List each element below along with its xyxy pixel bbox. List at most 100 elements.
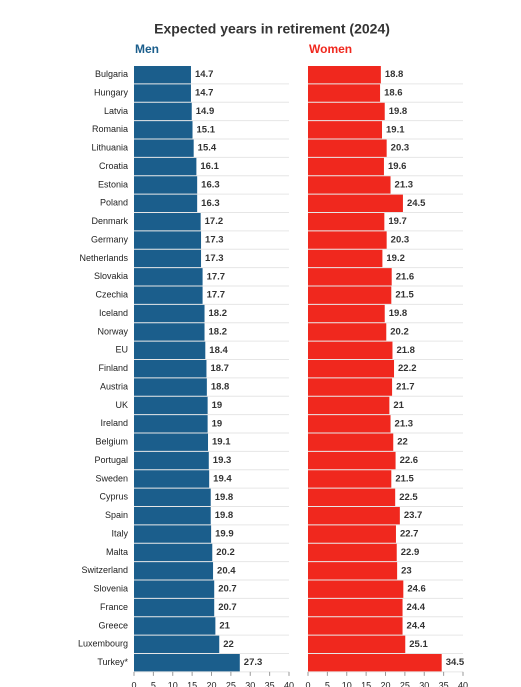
bar <box>134 562 214 580</box>
y-tick-label: Turkey* <box>97 657 128 667</box>
bar <box>308 323 387 341</box>
value-label: 23.7 <box>404 510 423 521</box>
bar <box>134 433 209 451</box>
x-tick-label: 40 <box>284 680 294 687</box>
bar <box>134 231 202 249</box>
y-tick-label: France <box>100 602 128 612</box>
bar <box>308 470 392 488</box>
bar <box>134 139 194 157</box>
bar <box>308 598 403 617</box>
bar <box>308 304 385 323</box>
x-tick-label: 5 <box>151 680 156 687</box>
bar <box>308 157 384 176</box>
y-tick-label: Switzerland <box>81 565 128 575</box>
bar <box>308 525 396 543</box>
y-tick-label: Denmark <box>91 216 128 226</box>
bar <box>134 598 215 617</box>
bar <box>308 249 383 268</box>
value-label: 34.5 <box>446 657 465 668</box>
bar <box>308 213 385 231</box>
bar <box>134 249 202 268</box>
bar <box>134 396 208 415</box>
value-label: 16.3 <box>201 179 220 190</box>
bar <box>134 176 198 194</box>
bar <box>308 580 404 598</box>
x-tick-label: 35 <box>439 680 449 687</box>
bar <box>308 654 442 672</box>
value-label: 21 <box>219 620 230 631</box>
y-tick-label: Luxembourg <box>78 639 128 649</box>
value-label: 20.2 <box>390 326 409 337</box>
value-label: 19.8 <box>215 492 234 503</box>
y-tick-label: Iceland <box>99 308 128 318</box>
bar <box>308 415 391 433</box>
bar <box>134 470 210 488</box>
bar <box>308 396 390 415</box>
bar <box>308 360 395 378</box>
bar <box>308 433 394 451</box>
bar <box>134 525 212 543</box>
value-label: 19.8 <box>389 308 408 319</box>
x-tick-label: 20 <box>380 680 390 687</box>
value-label: 21.7 <box>396 382 415 393</box>
y-tick-label: Romania <box>92 124 128 134</box>
value-label: 20.2 <box>216 547 235 558</box>
y-tick-label: Germany <box>91 234 129 244</box>
x-tick-label: 30 <box>419 680 429 687</box>
x-tick-label: 10 <box>168 680 178 687</box>
value-label: 18.8 <box>211 382 230 393</box>
y-tick-label: Bulgaria <box>95 69 128 79</box>
y-tick-label: Norway <box>97 326 128 336</box>
bar <box>134 415 208 433</box>
value-label: 14.9 <box>196 106 215 117</box>
bar <box>308 268 392 286</box>
value-label: 19.8 <box>389 106 408 117</box>
bar <box>134 304 205 323</box>
y-tick-label: Slovakia <box>94 271 128 281</box>
value-label: 16.3 <box>201 198 220 209</box>
panel-title: Women <box>309 42 352 56</box>
value-label: 21.3 <box>395 418 414 429</box>
y-tick-label: EU <box>115 345 128 355</box>
value-label: 18.6 <box>384 88 403 99</box>
bar <box>308 635 406 653</box>
value-label: 22.7 <box>400 529 419 540</box>
value-label: 15.4 <box>198 143 217 154</box>
x-tick-label: 25 <box>226 680 236 687</box>
value-label: 23 <box>401 565 412 576</box>
value-label: 16.1 <box>200 161 219 172</box>
x-tick-label: 0 <box>131 680 136 687</box>
bar <box>134 580 215 598</box>
y-tick-label: Ireland <box>100 418 128 428</box>
value-label: 21.3 <box>395 179 414 190</box>
y-tick-label: Lithuania <box>91 143 128 153</box>
y-tick-label: Netherlands <box>79 253 128 263</box>
value-label: 17.2 <box>205 216 224 227</box>
bar <box>134 654 240 672</box>
value-label: 22.6 <box>400 455 419 466</box>
value-label: 19.2 <box>386 253 405 264</box>
bar <box>308 121 383 139</box>
x-tick-label: 15 <box>187 680 197 687</box>
value-label: 24.4 <box>407 620 426 631</box>
bar <box>134 121 193 139</box>
value-label: 19.8 <box>215 510 234 521</box>
value-label: 14.7 <box>195 69 214 80</box>
panel-title: Men <box>135 42 159 56</box>
bar <box>134 84 191 102</box>
value-label: 22.2 <box>398 363 417 374</box>
bar <box>134 286 203 304</box>
bar <box>134 157 197 176</box>
value-label: 20.3 <box>391 143 410 154</box>
value-label: 19.4 <box>213 473 232 484</box>
y-tick-label: Hungary <box>94 87 129 97</box>
bar <box>308 341 393 359</box>
value-label: 21.6 <box>396 271 415 282</box>
x-tick-label: 40 <box>458 680 468 687</box>
value-label: 19.6 <box>388 161 407 172</box>
value-label: 21.5 <box>395 290 414 301</box>
value-label: 19.1 <box>386 124 405 135</box>
value-label: 24.4 <box>407 602 426 613</box>
value-label: 21.5 <box>395 473 414 484</box>
